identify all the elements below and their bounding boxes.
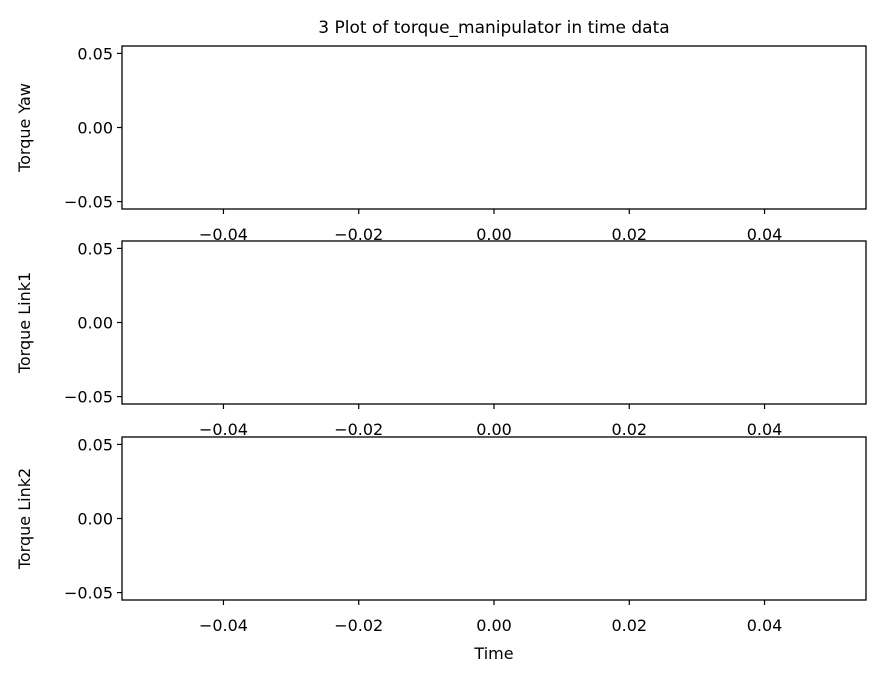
- y-tick-label: 0.00: [77, 510, 113, 529]
- y-tick-label: 0.00: [77, 314, 113, 333]
- y-axis-label: Torque Yaw: [15, 83, 34, 173]
- x-tick-label: 0.00: [476, 225, 512, 244]
- axes-frame: [121, 436, 867, 601]
- y-tick-label: −0.05: [64, 388, 113, 407]
- subplot-2: −0.05 0.00 0.05 −0.04 −0.02 0.00 0.02 0.04 Torqu…: [15, 239, 867, 439]
- y-tick-label: −0.05: [64, 584, 113, 603]
- x-tick-label: −0.04: [199, 420, 248, 439]
- subplot-1: −0.05 0.00 0.05 −0.04 −0.02 0.00 0.02 0.04 Torqu…: [15, 44, 867, 244]
- x-tick-label: −0.04: [199, 616, 248, 635]
- chart-title: 3 Plot of torque_manipulator in time dat…: [318, 18, 669, 38]
- x-tick-label: −0.02: [334, 616, 383, 635]
- y-tick-label: 0.05: [77, 239, 113, 258]
- x-tick-label: 0.04: [747, 616, 783, 635]
- subplot-3: −0.05 0.00 0.05 −0.04 −0.02 0.00 0.02 0.04 Torqu…: [15, 435, 867, 635]
- x-tick-label: 0.02: [611, 225, 647, 244]
- x-tick-label: 0.02: [611, 616, 647, 635]
- x-tick-label: −0.02: [334, 420, 383, 439]
- y-tick-label: 0.00: [77, 119, 113, 138]
- x-tick-label: −0.04: [199, 225, 248, 244]
- y-axis-label: Torque Link1: [15, 272, 34, 374]
- x-tick-label: 0.02: [611, 420, 647, 439]
- y-axis-label: Torque Link2: [15, 468, 34, 570]
- axes-frame: [121, 240, 867, 405]
- x-tick-label: 0.00: [476, 420, 512, 439]
- x-tick-label: −0.02: [334, 225, 383, 244]
- subplots-group: −0.05 0.00 0.05 −0.04 −0.02 0.00 0.02 0.04 Torqu…: [15, 44, 867, 635]
- x-tick-label: 0.00: [476, 616, 512, 635]
- y-tick-label: 0.05: [77, 435, 113, 454]
- x-tick-label: 0.04: [747, 225, 783, 244]
- x-tick-label: 0.04: [747, 420, 783, 439]
- x-axis-label: Time: [473, 644, 513, 663]
- y-tick-label: 0.05: [77, 44, 113, 63]
- y-tick-label: −0.05: [64, 193, 113, 212]
- axes-frame: [121, 45, 867, 210]
